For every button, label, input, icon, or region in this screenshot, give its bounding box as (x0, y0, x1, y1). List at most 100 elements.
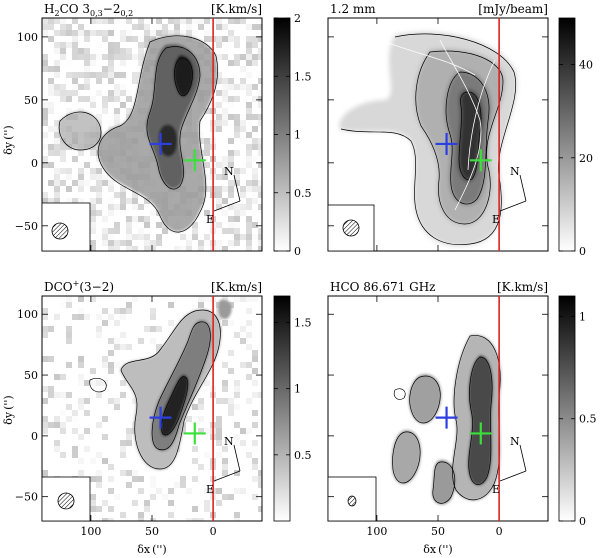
noise-pixel (216, 314, 222, 320)
noise-pixel (186, 240, 192, 246)
noise-pixel (228, 494, 234, 500)
noise-pixel (90, 246, 96, 251)
noise-pixel (258, 186, 262, 192)
noise-pixel (228, 240, 234, 246)
noise-pixel (156, 488, 162, 494)
noise-pixel (90, 506, 96, 512)
noise-pixel (108, 338, 114, 344)
noise-pixel (114, 114, 120, 120)
noise-pixel (252, 410, 258, 416)
noise-pixel (216, 222, 222, 228)
noise-pixel (252, 392, 258, 398)
noise-pixel (96, 210, 102, 216)
noise-pixel (240, 338, 246, 344)
noise-pixel (126, 54, 132, 60)
noise-pixel (102, 416, 108, 422)
noise-pixel (84, 54, 90, 60)
noise-pixel (84, 428, 90, 434)
noise-pixel (48, 150, 54, 156)
overlays: N E N E N E N E (149, 18, 527, 521)
compass-north-arrow (519, 444, 527, 472)
noise-pixel (246, 72, 252, 78)
noise-pixel (222, 156, 228, 162)
noise-pixel (252, 222, 258, 228)
noise-pixel (138, 234, 144, 240)
x-tick-label: 50 (145, 525, 159, 538)
unit-a: [K.km/s] (211, 2, 262, 16)
noise-pixel (234, 114, 240, 120)
noise-pixel (222, 120, 228, 126)
noise-pixel (126, 228, 132, 234)
noise-pixel (72, 446, 78, 452)
noise-pixel (72, 36, 78, 42)
noise-pixel (234, 240, 240, 246)
noise-pixel (138, 24, 144, 30)
noise-pixel (96, 114, 102, 120)
noise-pixel (204, 18, 210, 24)
noise-pixel (246, 186, 252, 192)
noise-pixel (150, 326, 156, 332)
noise-pixel (66, 30, 72, 36)
noise-pixel (216, 228, 222, 234)
noise-pixel (198, 302, 204, 308)
noise-pixel (66, 108, 72, 114)
noise-pixel (132, 24, 138, 30)
noise-pixel (192, 222, 198, 228)
noise-pixel (42, 428, 48, 434)
noise-pixel (234, 204, 240, 210)
noise-pixel (54, 60, 60, 66)
noise-pixel (42, 470, 48, 476)
noise-pixel (108, 66, 114, 72)
noise-pixel (204, 296, 210, 302)
noise-pixel (96, 72, 102, 78)
noise-pixel (42, 308, 48, 314)
noise-pixel (78, 308, 84, 314)
noise-pixel (198, 428, 204, 434)
noise-pixel (204, 30, 210, 36)
noise-pixel (156, 210, 162, 216)
noise-pixel (228, 138, 234, 144)
colorbar-c (273, 295, 291, 522)
noise-pixel (252, 24, 258, 30)
noise-pixel (258, 54, 262, 60)
noise-pixel (78, 48, 84, 54)
noise-pixel (42, 138, 48, 144)
noise-pixel (234, 512, 240, 518)
noise-pixel (252, 464, 258, 470)
noise-pixel (234, 392, 240, 398)
noise-pixel (126, 440, 132, 446)
noise-pixel (234, 84, 240, 90)
noise-pixel (42, 198, 48, 204)
noise-pixel (114, 120, 120, 126)
noise-pixel (204, 380, 210, 386)
noise-pixel (228, 222, 234, 228)
noise-pixel (222, 36, 228, 42)
noise-pixel (102, 362, 108, 368)
noise-pixel (258, 392, 262, 398)
noise-pixel (192, 18, 198, 24)
noise-pixel (114, 494, 120, 500)
noise-pixel (48, 180, 54, 186)
compass-north-arrow (233, 174, 241, 202)
noise-pixel (258, 24, 262, 30)
noise-pixel (66, 302, 72, 308)
noise-pixel (42, 144, 48, 150)
noise-pixel (72, 30, 78, 36)
noise-pixel (228, 36, 234, 42)
noise-pixel (228, 228, 234, 234)
noise-pixel (48, 78, 54, 84)
noise-pixel (42, 120, 48, 126)
noise-pixel (156, 18, 162, 24)
noise-pixel (84, 36, 90, 42)
noise-pixel (228, 410, 234, 416)
noise-pixel (234, 150, 240, 156)
noise-pixel (252, 42, 258, 48)
noise-pixel (126, 302, 132, 308)
noise-pixel (240, 54, 246, 60)
noise-pixel (216, 416, 222, 422)
noise-pixel (126, 428, 132, 434)
noise-pixel (234, 234, 240, 240)
noise-pixel (258, 482, 262, 488)
noise-pixel (54, 48, 60, 54)
